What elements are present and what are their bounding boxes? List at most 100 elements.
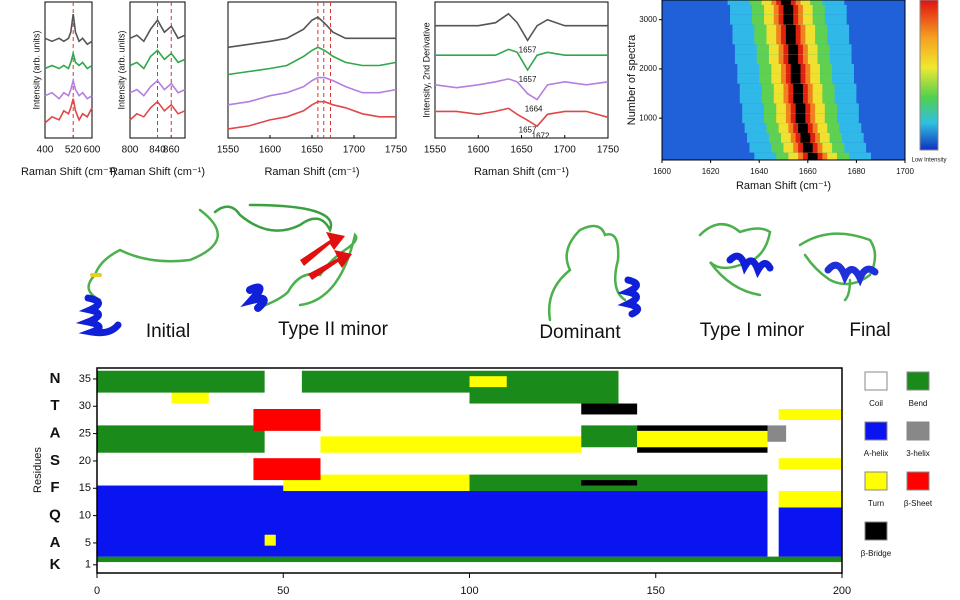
plot-frame — [44, 1, 93, 139]
y-tick-label: 25 — [79, 428, 91, 440]
spectrum-line — [129, 49, 186, 70]
structure-block — [97, 425, 265, 453]
legend-swatch — [864, 471, 888, 491]
x-tick-label: 1600 — [259, 145, 282, 156]
x-tick-label: 1700 — [896, 167, 914, 176]
y-tick-label: 30 — [79, 400, 91, 412]
structure-label: Dominant — [539, 322, 621, 343]
heatmap-cell — [781, 0, 791, 5]
x-tick-label: 1640 — [750, 167, 768, 176]
structure-block — [637, 425, 768, 431]
legend-label: Coil — [869, 399, 883, 408]
y-tick-label: 35 — [79, 373, 91, 385]
x-tick-label: 1650 — [510, 145, 533, 156]
x-tick-label: 840 — [149, 145, 166, 156]
spectrum-line — [129, 79, 186, 97]
structure-block — [581, 403, 638, 415]
legend-label: Turn — [868, 499, 884, 508]
spectrum-line — [44, 98, 93, 124]
heatmap-cell — [785, 34, 796, 45]
heatmap-cell — [785, 24, 796, 35]
plot-frame — [227, 1, 397, 139]
x-tick-label: 1750 — [597, 145, 620, 156]
helix — [75, 294, 122, 337]
structure-label: Type II minor — [278, 319, 388, 340]
spectrum-line — [227, 100, 396, 130]
spectrum-line — [435, 48, 608, 72]
structure-block — [264, 534, 276, 546]
y-tick-label: 5 — [85, 537, 91, 549]
protein-cartoons — [75, 203, 879, 337]
y-tick-label: 1000 — [639, 113, 657, 122]
y-axis-label: Number of spectra — [626, 34, 638, 125]
x-tick-label: 1550 — [424, 145, 447, 156]
legend-label: β-Bridge — [861, 549, 892, 558]
x-axis-label: Raman Shift (cm⁻¹) — [736, 180, 831, 192]
structure-label: Initial — [146, 321, 190, 342]
heatmap-cell — [793, 93, 803, 104]
y-tick-label: 20 — [79, 455, 91, 467]
heatmap-cell — [795, 103, 806, 114]
x-tick-label: 200 — [833, 585, 851, 597]
residue-letter: K — [50, 556, 61, 573]
structure-block — [97, 485, 768, 557]
structure-block — [97, 370, 265, 393]
residue-letter: S — [50, 452, 60, 469]
helix — [617, 276, 642, 318]
heatmap-cell — [790, 73, 801, 84]
x-tick-label: 1680 — [848, 167, 866, 176]
x-tick-label: 860 — [163, 145, 180, 156]
legend-swatch — [906, 371, 930, 391]
structure-block — [778, 491, 842, 508]
heatmap-cell — [800, 132, 811, 143]
x-axis-label: Raman Shift (cm⁻¹) — [110, 166, 205, 178]
x-tick-label: 1620 — [702, 167, 720, 176]
x-axis-label: Raman Shift (cm⁻¹) — [474, 166, 569, 178]
residue-letter: N — [50, 370, 61, 387]
y-axis-label: Intensity (arb. units) — [116, 30, 126, 109]
heatmap-cell — [788, 44, 799, 55]
structure-block — [253, 409, 321, 431]
legend-swatch — [864, 371, 888, 391]
x-tick-label: 1700 — [343, 145, 366, 156]
structure-block — [778, 458, 842, 470]
sheet — [308, 250, 352, 280]
x-tick-label: 1550 — [217, 145, 240, 156]
structure-block — [767, 425, 787, 442]
residue-letter: T — [50, 397, 59, 414]
x-tick-label: 1750 — [385, 145, 408, 156]
legend-label: 3-helix — [906, 449, 930, 458]
y-tick-label: 2000 — [639, 64, 657, 73]
heatmap-cell — [793, 83, 803, 94]
heatmap-cell — [788, 54, 799, 64]
peak-label: 1657 — [519, 125, 537, 134]
heatmap-cell — [783, 14, 794, 25]
sheet — [300, 232, 345, 266]
y-axis-label: Intensity (arb. units) — [31, 30, 41, 109]
legend-swatch — [906, 421, 930, 441]
y-axis-label: Intensity, 2nd Derivative — [421, 22, 431, 117]
peak-label: 1664 — [525, 105, 543, 114]
heatmap-cell — [795, 113, 806, 124]
spectrum-line — [129, 100, 186, 121]
structure-block — [301, 370, 470, 393]
coil — [87, 208, 219, 302]
x-tick-label: 1600 — [467, 145, 490, 156]
x-tick-label: 50 — [277, 585, 289, 597]
y-axis-label: Residues — [32, 447, 44, 493]
heatmap-cell — [802, 142, 813, 153]
heatmap-cell — [798, 123, 808, 133]
heatmap-cell — [790, 64, 801, 74]
spectrum-line — [44, 13, 93, 46]
spectrum-line — [435, 107, 609, 128]
spectrum-line — [435, 12, 608, 42]
legend-swatch — [864, 421, 888, 441]
structure-block — [469, 376, 507, 388]
spectrum-line — [227, 76, 397, 106]
coil — [798, 232, 877, 302]
structure-block — [637, 447, 768, 453]
x-tick-label: 0 — [94, 585, 100, 597]
helix — [726, 252, 774, 279]
legend-label: β-Sheet — [904, 499, 933, 508]
structure-block — [637, 430, 768, 448]
